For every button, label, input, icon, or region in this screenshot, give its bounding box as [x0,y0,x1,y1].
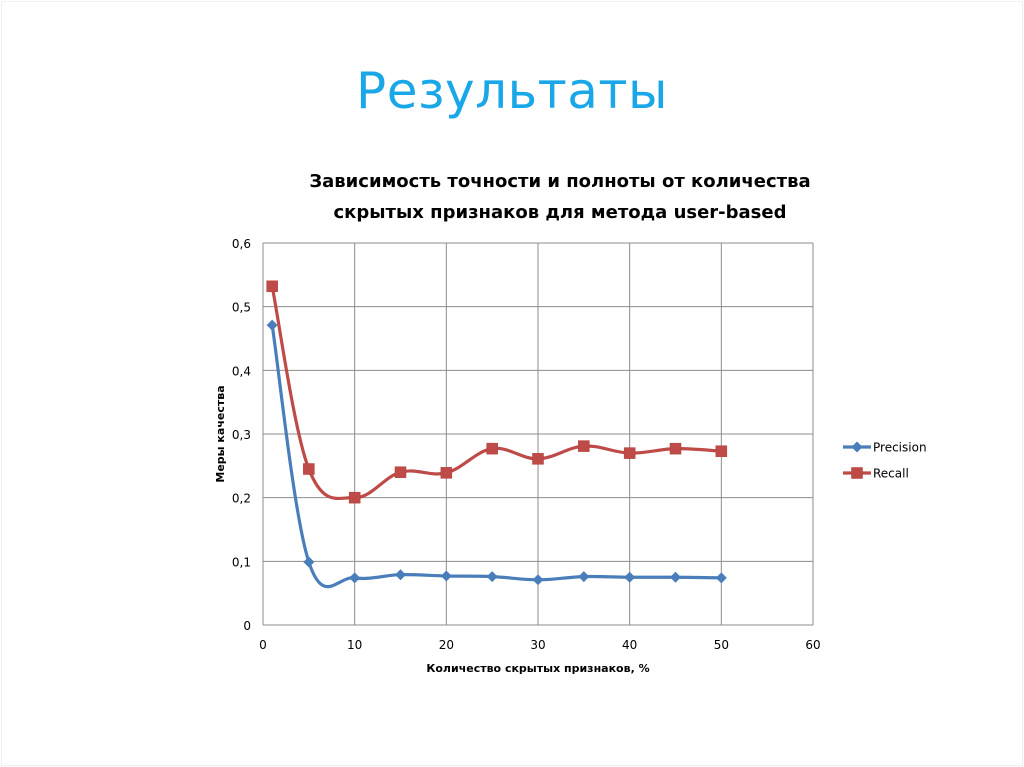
legend-label: Recall [873,467,909,481]
recall-marker [532,453,544,465]
recall-marker [440,467,453,479]
recall-marker [578,440,590,452]
x-tick-label: 30 [530,638,545,652]
y-tick-label: 0,6 [232,237,251,251]
precision-marker [266,319,278,331]
series-line [270,285,722,501]
recall-marker [266,280,278,293]
recall-marker [669,442,682,455]
y-tick-label: 0,1 [232,555,251,569]
recall-marker [303,463,315,475]
precision-marker [303,556,315,568]
x-tick-label: 0 [259,638,267,652]
series-recall [266,280,728,504]
precision-marker [486,571,498,583]
chart-title: Зависимость точности и полноты от количе… [250,166,870,228]
precision-marker [440,570,452,582]
recall-marker [851,467,863,479]
recall-marker [623,447,636,459]
y-tick-label: 0,3 [232,428,251,442]
legend-item-recall: Recall [843,467,909,481]
legend-item-precision: Precision [843,441,927,455]
x-tick-label: 60 [805,638,820,652]
x-tick-label: 50 [714,638,729,652]
y-axis-label: Меры качества [214,385,227,482]
chart-series [266,280,728,589]
precision-marker [532,574,544,586]
recall-marker [715,445,728,457]
chart-grid [262,242,814,626]
precision-marker [624,571,636,583]
y-tick-label: 0,4 [232,364,251,378]
precision-marker [715,572,727,584]
x-axis-ticks: 0 10 20 30 40 50 60 [259,638,820,652]
precision-marker [578,571,590,583]
precision-marker [670,571,681,583]
recall-marker [348,491,361,504]
slide-title: Результаты [356,62,668,120]
y-axis-ticks: 0 0,1 0,2 0,3 0,4 0,5 0,6 [232,237,251,633]
x-tick-label: 10 [347,638,362,652]
precision-marker [851,441,863,453]
precision-marker [395,569,406,581]
chart-title-line-1: Зависимость точности и полноты от количе… [309,171,811,192]
x-tick-label: 40 [622,638,637,652]
x-axis-label: Количество скрытых признаков, % [426,662,649,675]
chart-title-line-2: скрытых признаков для метода user-based [333,202,787,223]
series-precision [266,319,727,589]
precision-marker [349,572,361,584]
series-line [270,324,722,589]
chart-legend: Precision Recall [843,441,927,481]
y-tick-label: 0,5 [232,301,251,315]
y-tick-label: 0 [243,619,251,633]
x-tick-label: 20 [439,638,454,652]
recall-marker [394,466,407,478]
y-tick-label: 0,2 [232,492,251,506]
legend-label: Precision [873,441,927,455]
recall-marker [486,442,498,455]
